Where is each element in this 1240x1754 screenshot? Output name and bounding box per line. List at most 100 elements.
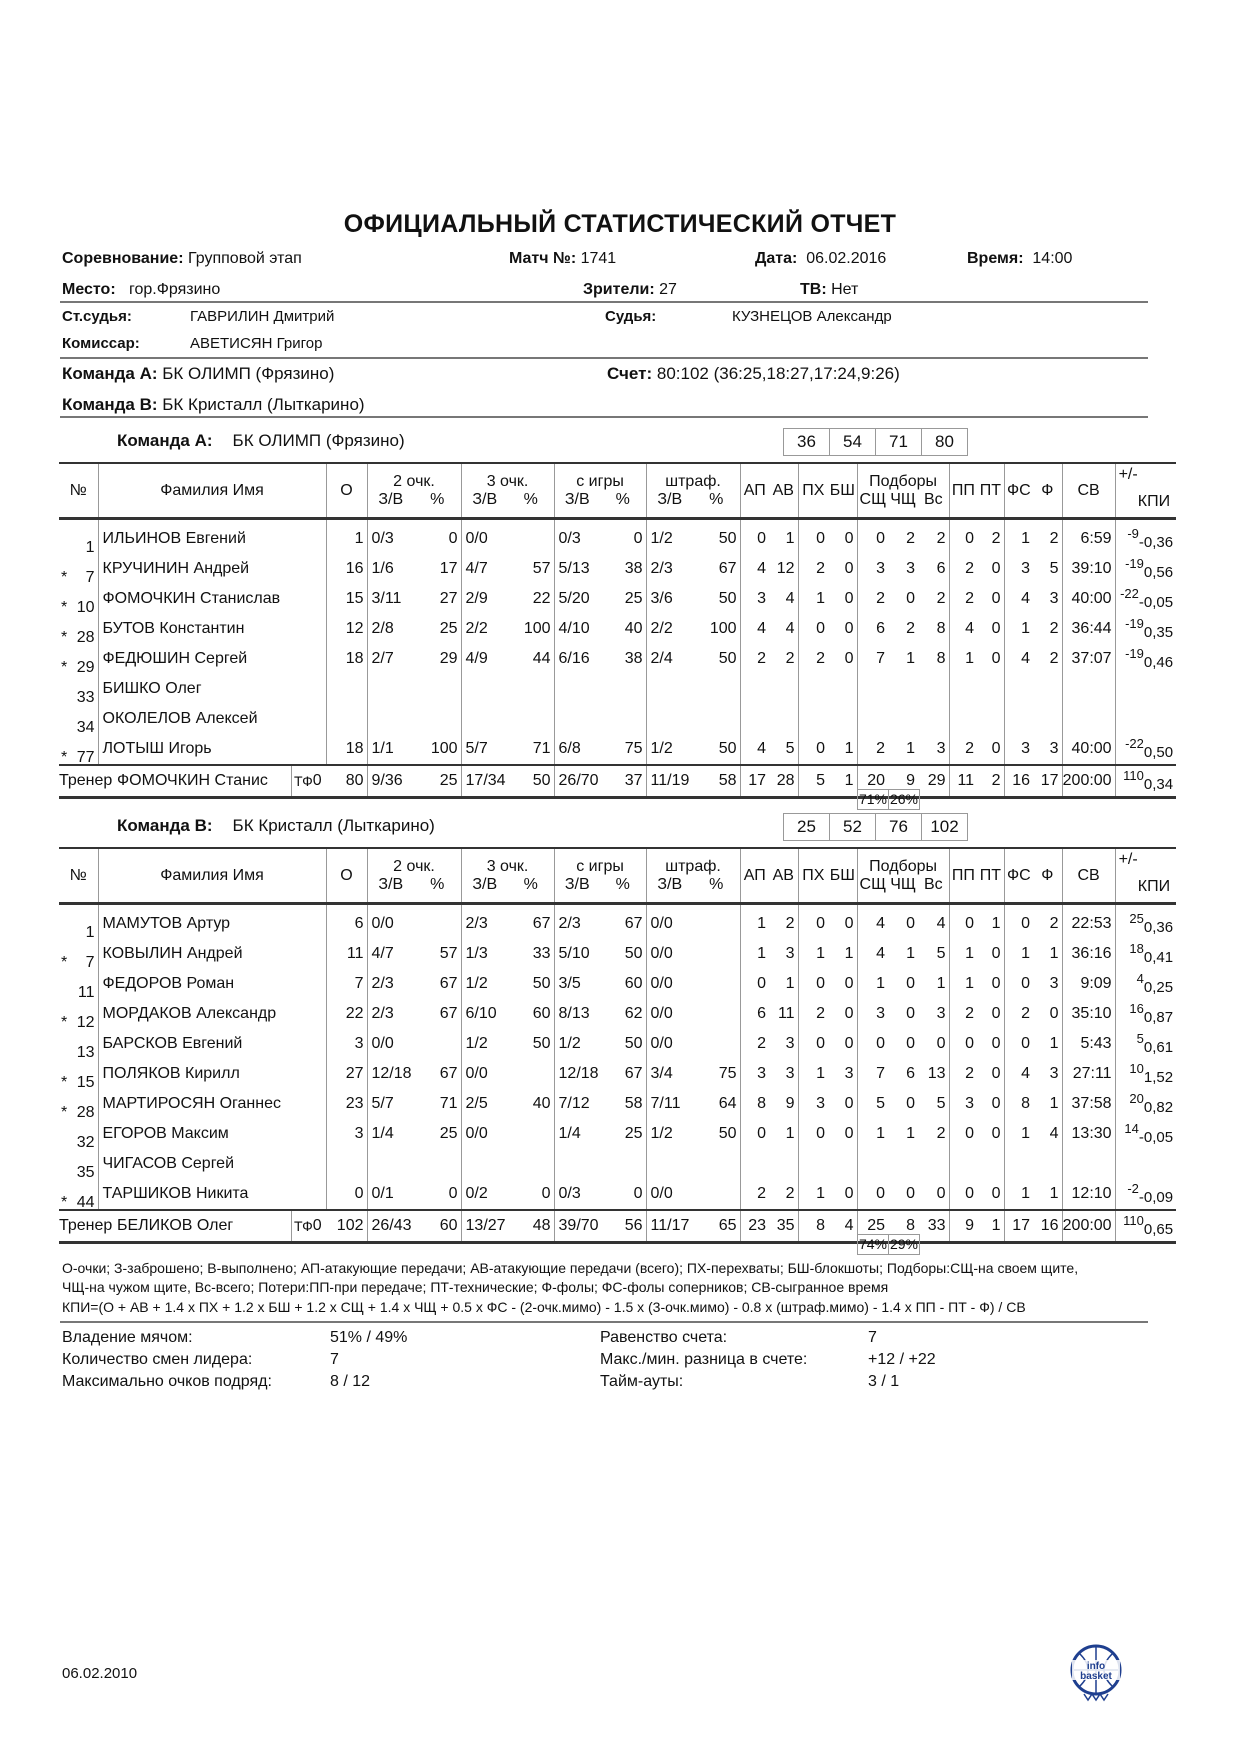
header-made-att: З/В [367, 491, 414, 520]
fg3-pct [508, 1059, 555, 1089]
fouls: 2 [1033, 614, 1063, 644]
fg3-made-att: 6/10 [465, 1005, 497, 1022]
starter-mark: * [61, 569, 68, 586]
table-row: * 28 МАРТИРОСЯН Оганнес 23 5/7 71 2/5 40 7/12 58 7… [59, 1089, 1176, 1121]
fg-pct [600, 704, 647, 734]
header-dreb: ЧЩ [888, 491, 919, 520]
steals: 0 [816, 1125, 826, 1142]
off-rebounds: 4 [876, 915, 886, 932]
timeouts-value: 3 / 1 [868, 1373, 900, 1390]
off-rebounds: 3 [876, 560, 886, 577]
header-dreb: ЧЩ [888, 876, 919, 905]
coach-label: Тренер [59, 772, 113, 789]
ties-value: 7 [868, 1329, 877, 1346]
total-rebounds: 0 [918, 1179, 950, 1210]
blocks: 0 [828, 1119, 858, 1149]
fouls-drawn: 1 [1021, 1185, 1031, 1202]
fg2-made-att: 2/3 [371, 975, 394, 992]
player-name: ЛОТЫШ Игорь [98, 734, 327, 765]
fg3-made-att: 4/7 [465, 560, 488, 577]
total-rebounds: 8 [918, 644, 950, 674]
plus-minus-kpi: 50,61 [1115, 1029, 1176, 1059]
total-plus-minus-kpi: 1100,65 [1115, 1209, 1177, 1244]
points: 3 [326, 1119, 368, 1149]
tech-turnovers: 1 [977, 909, 1005, 939]
player-name: ИЛЬИНОВ Евгений [98, 524, 327, 554]
fg3-made-att: 2/3 [465, 915, 488, 932]
divider [60, 1321, 1148, 1323]
header-ap: АП [740, 847, 770, 905]
assists-total: 3 [769, 939, 799, 969]
fg3-made-att: 1/2 [465, 1035, 488, 1052]
header-min: СВ [1062, 462, 1116, 520]
final-score: Счет: 80:102 (36:25,18:27,17:24,9:26) [607, 364, 900, 383]
pass-turnovers: 1 [965, 975, 975, 992]
table-row: * 29 ФЕДЮШИН Сергей 18 2/7 29 4/9 44 6/16 38 2/4 50… [59, 644, 1176, 676]
total-rebounds: 4 [918, 909, 950, 939]
header-rebounds: Подборы [857, 462, 950, 491]
pass-turnovers: 0 [965, 915, 975, 932]
header-f: Ф [1033, 847, 1063, 905]
fg3-pct [508, 704, 555, 734]
fg3-made-att: 0/0 [465, 530, 488, 547]
ft-made-att [646, 704, 693, 734]
fg3-pct: 33 [508, 939, 555, 969]
ft-pct: 50 [693, 1119, 741, 1149]
table-row: * 77 ЛОТЫШ Игорь 18 1/1 100 5/7 71 6/8 75 1/2 50 4 5 0… [59, 734, 1176, 766]
plus-minus-kpi: 14-0,05 [1115, 1119, 1176, 1149]
team-a-info: Команда А: БК ОЛИМП (Фрязино) [62, 364, 335, 383]
assists: 2 [757, 1185, 767, 1202]
player-name: КРУЧИНИН Андрей [98, 554, 327, 584]
chief-referee: Ст.судья: ГАВРИЛИН Дмитрий [62, 308, 335, 325]
tech-turnovers: 0 [977, 939, 1005, 969]
steals [798, 1149, 828, 1179]
total-minutes: 200:00 [1062, 1209, 1116, 1244]
table-row: 32 ЕГОРОВ Максим 3 1/4 25 0/0 1/4 25 1/2 50 0 1 0 0 1 1… [59, 1119, 1176, 1151]
total-rebounds [918, 674, 950, 704]
ft-made-att: 0/0 [650, 975, 673, 992]
fouls-drawn: 0 [1021, 915, 1031, 932]
fg-pct: 0 [600, 1179, 647, 1210]
header-pp: ПП [949, 462, 978, 520]
fg2-pct: 25 [414, 1119, 462, 1149]
kpi-formula: КПИ=(О + АВ + 1.4 х ПХ + 1.2 х БШ + 1.2 … [62, 1299, 1026, 1315]
total-plus-minus: 110 [1123, 768, 1144, 783]
ft-pct [693, 969, 741, 999]
total-tech-turnovers: 2 [977, 764, 1005, 799]
total-fg3-pct: 48 [508, 1209, 555, 1244]
tech-turnovers [977, 1149, 1005, 1179]
pass-turnovers: 1 [965, 650, 975, 667]
player-number: * 7 [59, 554, 99, 586]
plus-minus: 5 [1136, 1031, 1144, 1046]
player-number: 13 [59, 1029, 99, 1061]
header-px: ПХ [798, 847, 829, 905]
total-fg2-pct: 60 [414, 1209, 462, 1244]
table-row: 1 МАМУТОВ Артур 6 0/0 2/3 67 2/3 67 0/0 1 2 0 0 4 0 4 0 1… [59, 909, 1176, 941]
player-number: * 77 [59, 734, 99, 766]
off-rebounds: 4 [876, 945, 886, 962]
total-rebounds: 8 [918, 614, 950, 644]
off-rebounds: 2 [876, 740, 886, 757]
total-rebounds: 13 [918, 1059, 950, 1089]
number: 7 [85, 569, 95, 586]
header-kpi: КПИ [1137, 878, 1171, 895]
minutes: 27:11 [1062, 1059, 1116, 1089]
fouls-drawn [1004, 674, 1033, 704]
tech-turnovers: 0 [977, 969, 1005, 999]
assists-total: 9 [769, 1089, 799, 1119]
total-kpi: 0,65 [1143, 1221, 1174, 1238]
header-made-att: З/В [554, 491, 601, 520]
fg-made-att: 1/4 [558, 1125, 581, 1142]
plus-minus: 25 [1129, 911, 1144, 926]
fg3-pct [508, 1149, 555, 1179]
fg2-pct: 25 [414, 614, 462, 644]
blocks: 0 [828, 1179, 858, 1210]
steals: 3 [816, 1095, 826, 1112]
fouls-drawn: 3 [1021, 560, 1031, 577]
off-rebounds: 0 [876, 530, 886, 547]
total-fg2-made-att: 9/36 [367, 764, 414, 799]
possession-value: 51% / 49% [330, 1329, 408, 1346]
assists: 0 [757, 530, 767, 547]
kpi: 0,36 [1143, 919, 1174, 936]
header-oreb: СЩ [857, 491, 889, 520]
